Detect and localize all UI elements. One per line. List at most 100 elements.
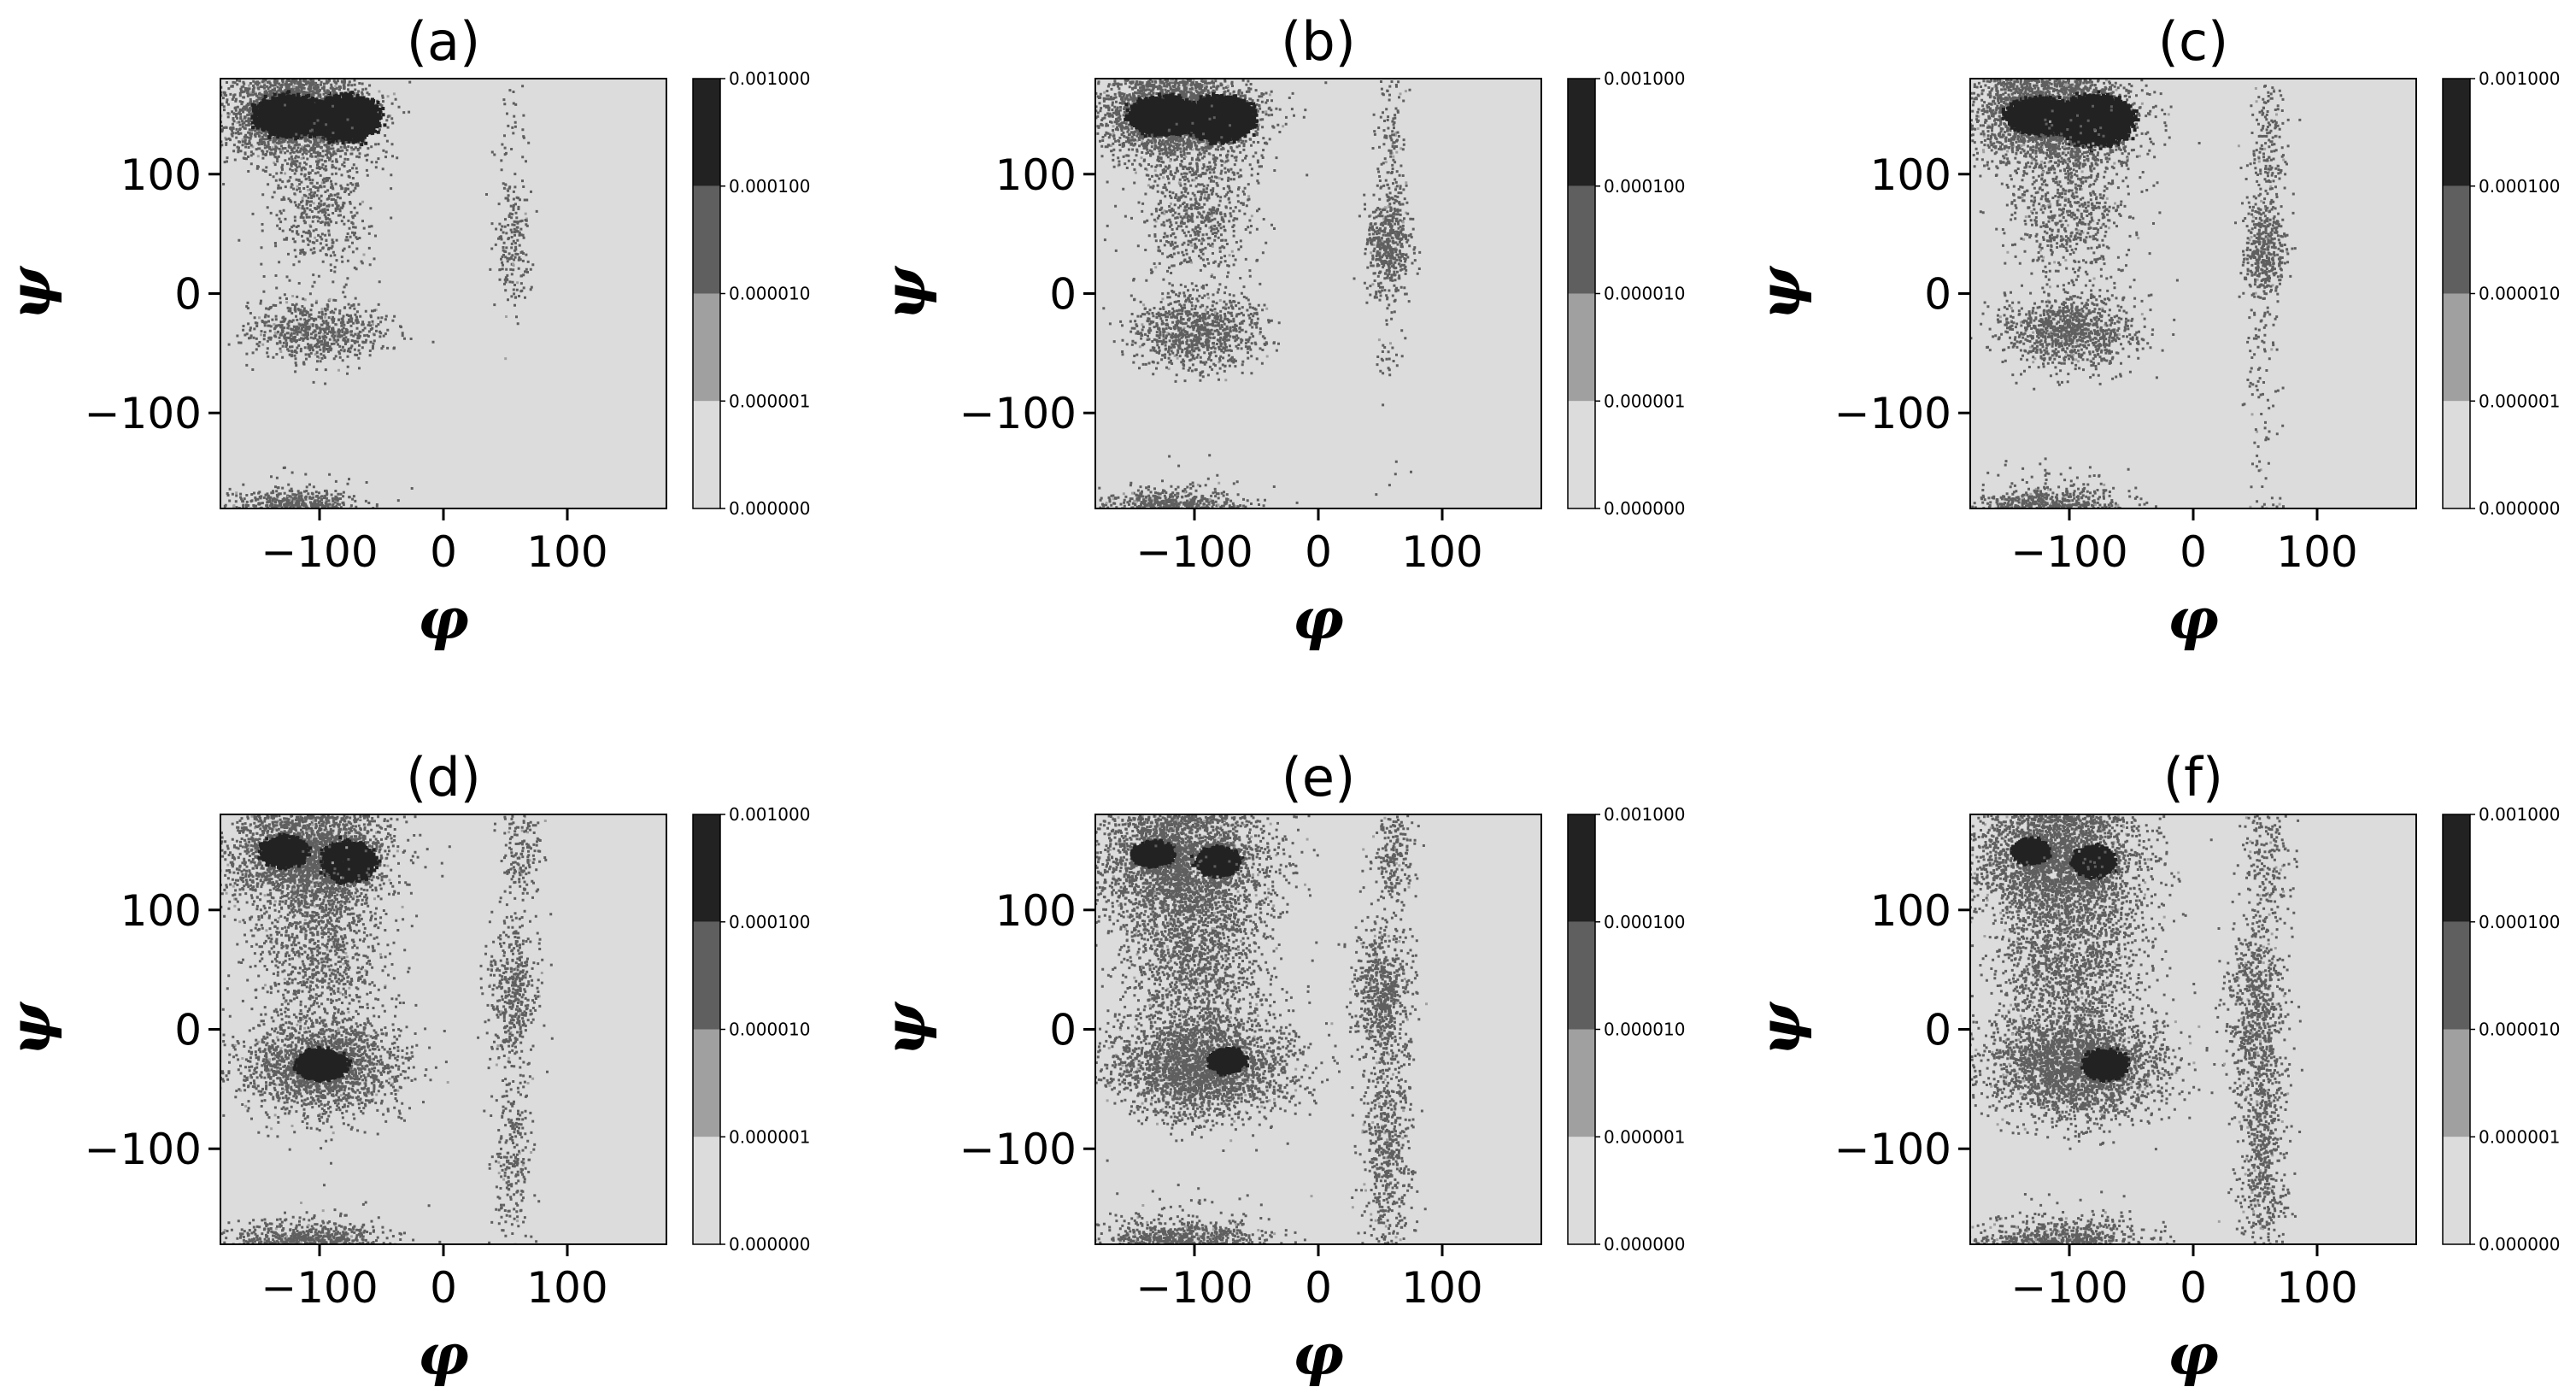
panel-title: (d) (406, 746, 481, 808)
x-axis-label: φ (2168, 585, 2219, 652)
density-region (2244, 814, 2300, 1244)
panel-title: (a) (407, 10, 480, 73)
colorbar-segment (693, 401, 720, 508)
colorbar: 0.000000 0.000001 0.000010 0.000100 0.001000 (2442, 68, 2560, 519)
colorbar-segment (2443, 293, 2470, 402)
density-region (485, 150, 538, 361)
density-level-2 (220, 79, 414, 508)
colorbar-label: 0.000000 (729, 1234, 810, 1255)
x-tick-label: 0 (430, 1263, 457, 1313)
x-axis-label: φ (1293, 1321, 1344, 1387)
colorbar-label: 0.000000 (2479, 1234, 2560, 1255)
colorbar-label: 0.000001 (1604, 1126, 1685, 1147)
colorbar: 0.000000 0.000001 0.000010 0.000100 0.001000 (2442, 804, 2560, 1255)
y-tick-label: −100 (1834, 389, 1951, 438)
colorbar-label: 0.000000 (1604, 1234, 1685, 1255)
y-tick-label: −100 (85, 1125, 202, 1174)
x-tick-label: −100 (2010, 1263, 2127, 1313)
colorbar-label: 0.001000 (729, 804, 810, 825)
panel-a: −100 0 100−1000100(a)φψ0.0000000.0000010.0… (0, 10, 810, 652)
y-axis-label: ψ (1746, 266, 1813, 320)
colorbar-segment (693, 1029, 720, 1137)
y-tick-label: 100 (1870, 150, 1951, 200)
panel-title: (c) (2158, 10, 2228, 73)
colorbar-segment (2443, 814, 2470, 922)
density-level-2 (1095, 817, 1318, 1244)
density-level-2 (1970, 260, 2179, 391)
y-tick-label: 0 (1049, 1006, 1077, 1055)
y-tick-label: 0 (1924, 1006, 1951, 1055)
density-region (1353, 179, 1422, 310)
density-level-2 (1353, 179, 1422, 310)
density-region (1095, 814, 1319, 1244)
density-region (226, 827, 418, 1074)
density-level-2 (1337, 902, 1421, 1120)
y-tick-label: −100 (1834, 1125, 1951, 1174)
density-level-2 (1970, 966, 2235, 1151)
colorbar-label: 0.000001 (2479, 391, 2560, 411)
density-level-3 (1206, 1046, 1250, 1077)
x-tick-label: 100 (526, 527, 607, 577)
y-tick-label: 0 (1924, 270, 1951, 320)
density-level-3 (2054, 90, 2140, 153)
density-points (1970, 79, 2302, 508)
x-tick-label: −100 (261, 1263, 378, 1313)
density-region (497, 85, 531, 299)
colorbar-label: 0.000000 (1604, 498, 1685, 519)
density-level-1 (291, 138, 366, 256)
colorbar-label: 0.000100 (2479, 176, 2560, 197)
y-tick-label: 100 (1870, 886, 1951, 936)
density-level-1 (2244, 814, 2287, 916)
density-region (1970, 966, 2235, 1151)
x-axis-label: φ (2168, 1321, 2219, 1387)
density-region (1095, 969, 1354, 1162)
y-axis-label: ψ (871, 1002, 938, 1056)
density-region (1095, 817, 1318, 1244)
colorbar-segment (693, 185, 720, 294)
x-tick-label: 0 (1305, 1263, 1332, 1313)
colorbar-segment (2443, 401, 2470, 508)
density-level-2 (2244, 814, 2300, 1244)
density-level-2 (1102, 282, 1281, 383)
density-level-3 (2080, 1047, 2131, 1084)
y-tick-label: 0 (174, 270, 202, 320)
density-region (227, 274, 435, 385)
colorbar: 0.000000 0.000001 0.000010 0.000100 0.001000 (692, 804, 810, 1255)
colorbar-label: 0.000001 (729, 1126, 810, 1147)
plot-background (1970, 79, 2416, 508)
panel-c: −100 0 100−1000100(c)φψ0.0000000.0000010.0… (1746, 10, 2560, 652)
y-tick-label: 0 (1049, 270, 1077, 320)
colorbar-label: 0.000000 (729, 498, 810, 519)
x-tick-label: −100 (2010, 527, 2127, 577)
density-level-2 (1095, 79, 1328, 508)
density-level-1 (1970, 996, 2201, 1131)
colorbar-segment (693, 814, 720, 922)
colorbar-label: 0.000001 (2479, 1126, 2560, 1147)
colorbar: 0.000000 0.000001 0.000010 0.000100 0.001000 (1567, 68, 1685, 519)
colorbar-segment (693, 1137, 720, 1244)
density-level-3 (1178, 92, 1259, 146)
density-level-2 (1970, 79, 2201, 508)
y-axis-label: ψ (0, 266, 63, 320)
x-tick-label: 0 (2180, 527, 2207, 577)
density-region (1970, 819, 2197, 1223)
colorbar-segment (693, 921, 720, 1030)
density-region (238, 103, 393, 303)
y-tick-label: 100 (120, 886, 202, 936)
colorbar-label: 0.000010 (1604, 1020, 1685, 1040)
density-level-3 (257, 832, 312, 871)
density-points (1095, 79, 1422, 508)
density-level-2 (220, 814, 451, 1244)
panel-title: (e) (1282, 746, 1356, 808)
colorbar-label: 0.000001 (1604, 391, 1685, 411)
colorbar-segment (2443, 185, 2470, 294)
colorbar-segment (1568, 79, 1595, 186)
density-region (1365, 256, 1410, 407)
density-level-1 (220, 79, 396, 508)
colorbar-label: 0.000100 (2479, 912, 2560, 932)
colorbar-segment (1568, 1029, 1595, 1137)
colorbar-segment (2443, 79, 2470, 186)
density-region (477, 868, 554, 1086)
density-region (220, 981, 449, 1151)
